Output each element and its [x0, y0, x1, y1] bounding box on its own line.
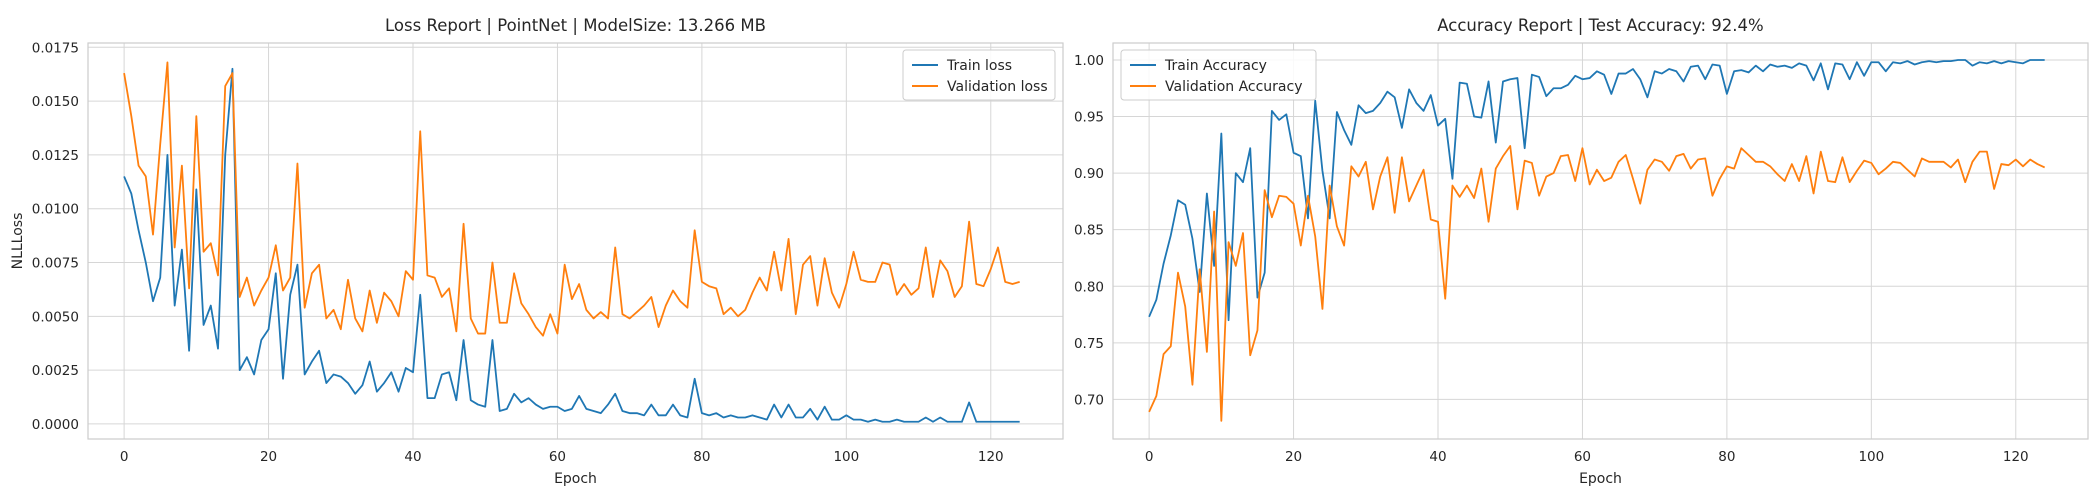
y-tick-label: 0.0175: [32, 40, 79, 56]
legend-label: Validation loss: [947, 79, 1048, 95]
legend-label: Train Accuracy: [1164, 58, 1267, 74]
series-line-1: [123, 61, 1020, 337]
plot-area: [1113, 43, 2088, 439]
x-tick-label: 20: [1285, 449, 1302, 465]
y-tick-label: 0.0050: [32, 309, 79, 325]
x-tick-label: 120: [978, 449, 1004, 465]
x-tick-label: 60: [549, 449, 566, 465]
y-tick-label: 0.0075: [32, 256, 79, 272]
accuracy-chart: 0 20 40 60 80 100 120 0.70 0.75 0.80 0.85 0.90 0.95 1…: [1074, 16, 2089, 487]
y-tick-label: 0.85: [1074, 223, 1104, 239]
y-tick-label: 0.95: [1074, 110, 1104, 126]
legend-label: Validation Accuracy: [1165, 79, 1303, 95]
x-tick-label: 20: [260, 449, 277, 465]
x-tick-label: 100: [1858, 449, 1884, 465]
x-tick-label: 0: [120, 449, 129, 465]
y-tick-label: 0.0100: [32, 202, 79, 218]
x-tick-label: 0: [1145, 449, 1154, 465]
y-tick-label: 0.70: [1074, 392, 1104, 408]
axes-frame: [87, 42, 1064, 440]
x-tick-label: 40: [404, 449, 421, 465]
plot-area: [88, 43, 1063, 439]
y-tick-label: 0.0025: [32, 363, 79, 379]
loss-chart: 0 20 40 60 80 100 120 0.0000 0.0025 0.0050 0.0075 0…: [10, 16, 1064, 487]
y-tick-label: 0.90: [1074, 166, 1104, 182]
y-tick-label: 0.80: [1074, 279, 1104, 295]
x-tick-label: 60: [1574, 449, 1591, 465]
x-tick-label: 80: [693, 449, 710, 465]
legend-box: [902, 49, 1056, 101]
x-tick-label: 80: [1718, 449, 1735, 465]
legend-box: [1120, 49, 1317, 101]
legend: Train Accuracy Validation Accuracy: [1120, 49, 1317, 101]
series-line-0: [123, 67, 1020, 423]
y-tick-label: 1.00: [1074, 53, 1104, 69]
axes-frame: [1112, 42, 2089, 440]
x-axis-label: Epoch: [554, 471, 597, 487]
legend: Train loss Validation loss: [902, 49, 1056, 101]
series-line-1: [1148, 145, 2046, 422]
x-tick-label: 100: [833, 449, 859, 465]
y-axis-label: NLLLoss: [10, 213, 26, 270]
y-tick-label: 0.0150: [32, 94, 79, 110]
x-tick-label: 40: [1429, 449, 1446, 465]
x-tick-label: 120: [2003, 449, 2029, 465]
series-line-0: [1148, 59, 2045, 322]
y-tick-label: 0.0125: [32, 148, 79, 164]
chart-title: Accuracy Report | Test Accuracy: 92.4%: [1437, 16, 1763, 35]
x-axis-label: Epoch: [1579, 471, 1622, 487]
legend-label: Train loss: [946, 58, 1012, 74]
y-tick-label: 0.75: [1074, 336, 1104, 352]
chart-title: Loss Report | PointNet | ModelSize: 13.2…: [385, 16, 766, 35]
y-tick-label: 0.0000: [32, 417, 79, 433]
